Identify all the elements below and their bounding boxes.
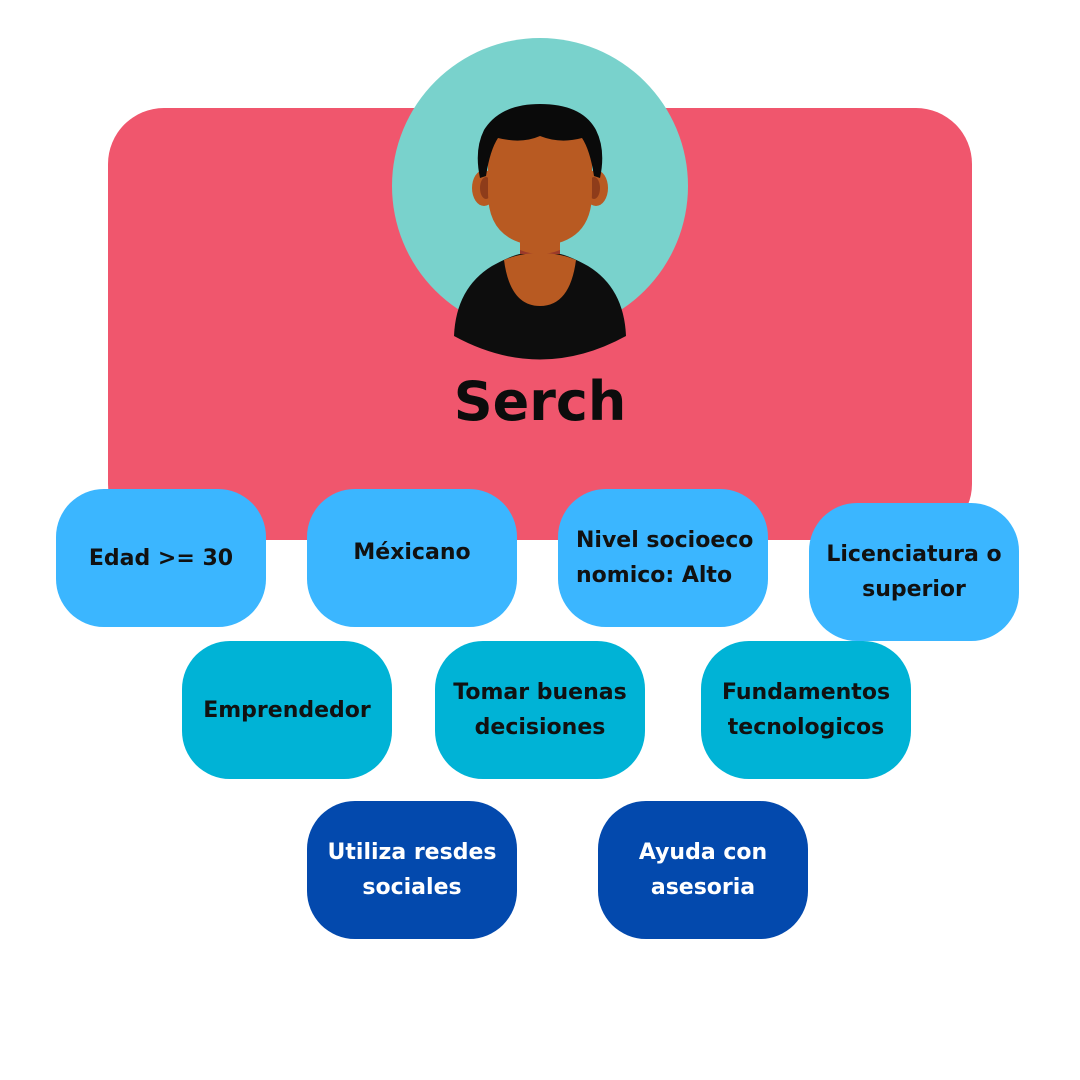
trait-label: Fundamentos tecnologicos: [721, 680, 891, 740]
trait-label: Nivel socioeconomico: Alto: [576, 528, 754, 588]
avatar: [392, 38, 688, 362]
trait-label: Licenciatura o superior: [826, 542, 1002, 602]
trait-entrepreneur: Emprendedor: [182, 641, 392, 779]
trait-label: Emprendedor: [203, 697, 371, 723]
trait-label: Méxicano: [353, 539, 471, 565]
trait-education: Licenciatura o superior: [809, 503, 1019, 641]
persona-name: Serch: [453, 370, 627, 433]
trait-label: Ayuda con asesoria: [638, 840, 768, 900]
trait-tech-fundamentals: Fundamentos tecnologicos: [701, 641, 911, 779]
trait-advisory: Ayuda con asesoria: [598, 801, 808, 939]
trait-social-media: Utiliza resdes sociales: [307, 801, 517, 939]
trait-decisions: Tomar buenas decisiones: [435, 641, 645, 779]
trait-label: Utiliza resdes sociales: [327, 840, 497, 900]
trait-label: Edad >= 30: [88, 545, 234, 571]
trait-age: Edad >= 30: [56, 489, 266, 627]
person-avatar-icon: [392, 38, 688, 360]
trait-label: Tomar buenas decisiones: [453, 680, 627, 740]
trait-nationality: Méxicano: [307, 489, 517, 627]
trait-socioeconomic-level: Nivel socioeconomico: Alto: [558, 489, 768, 627]
